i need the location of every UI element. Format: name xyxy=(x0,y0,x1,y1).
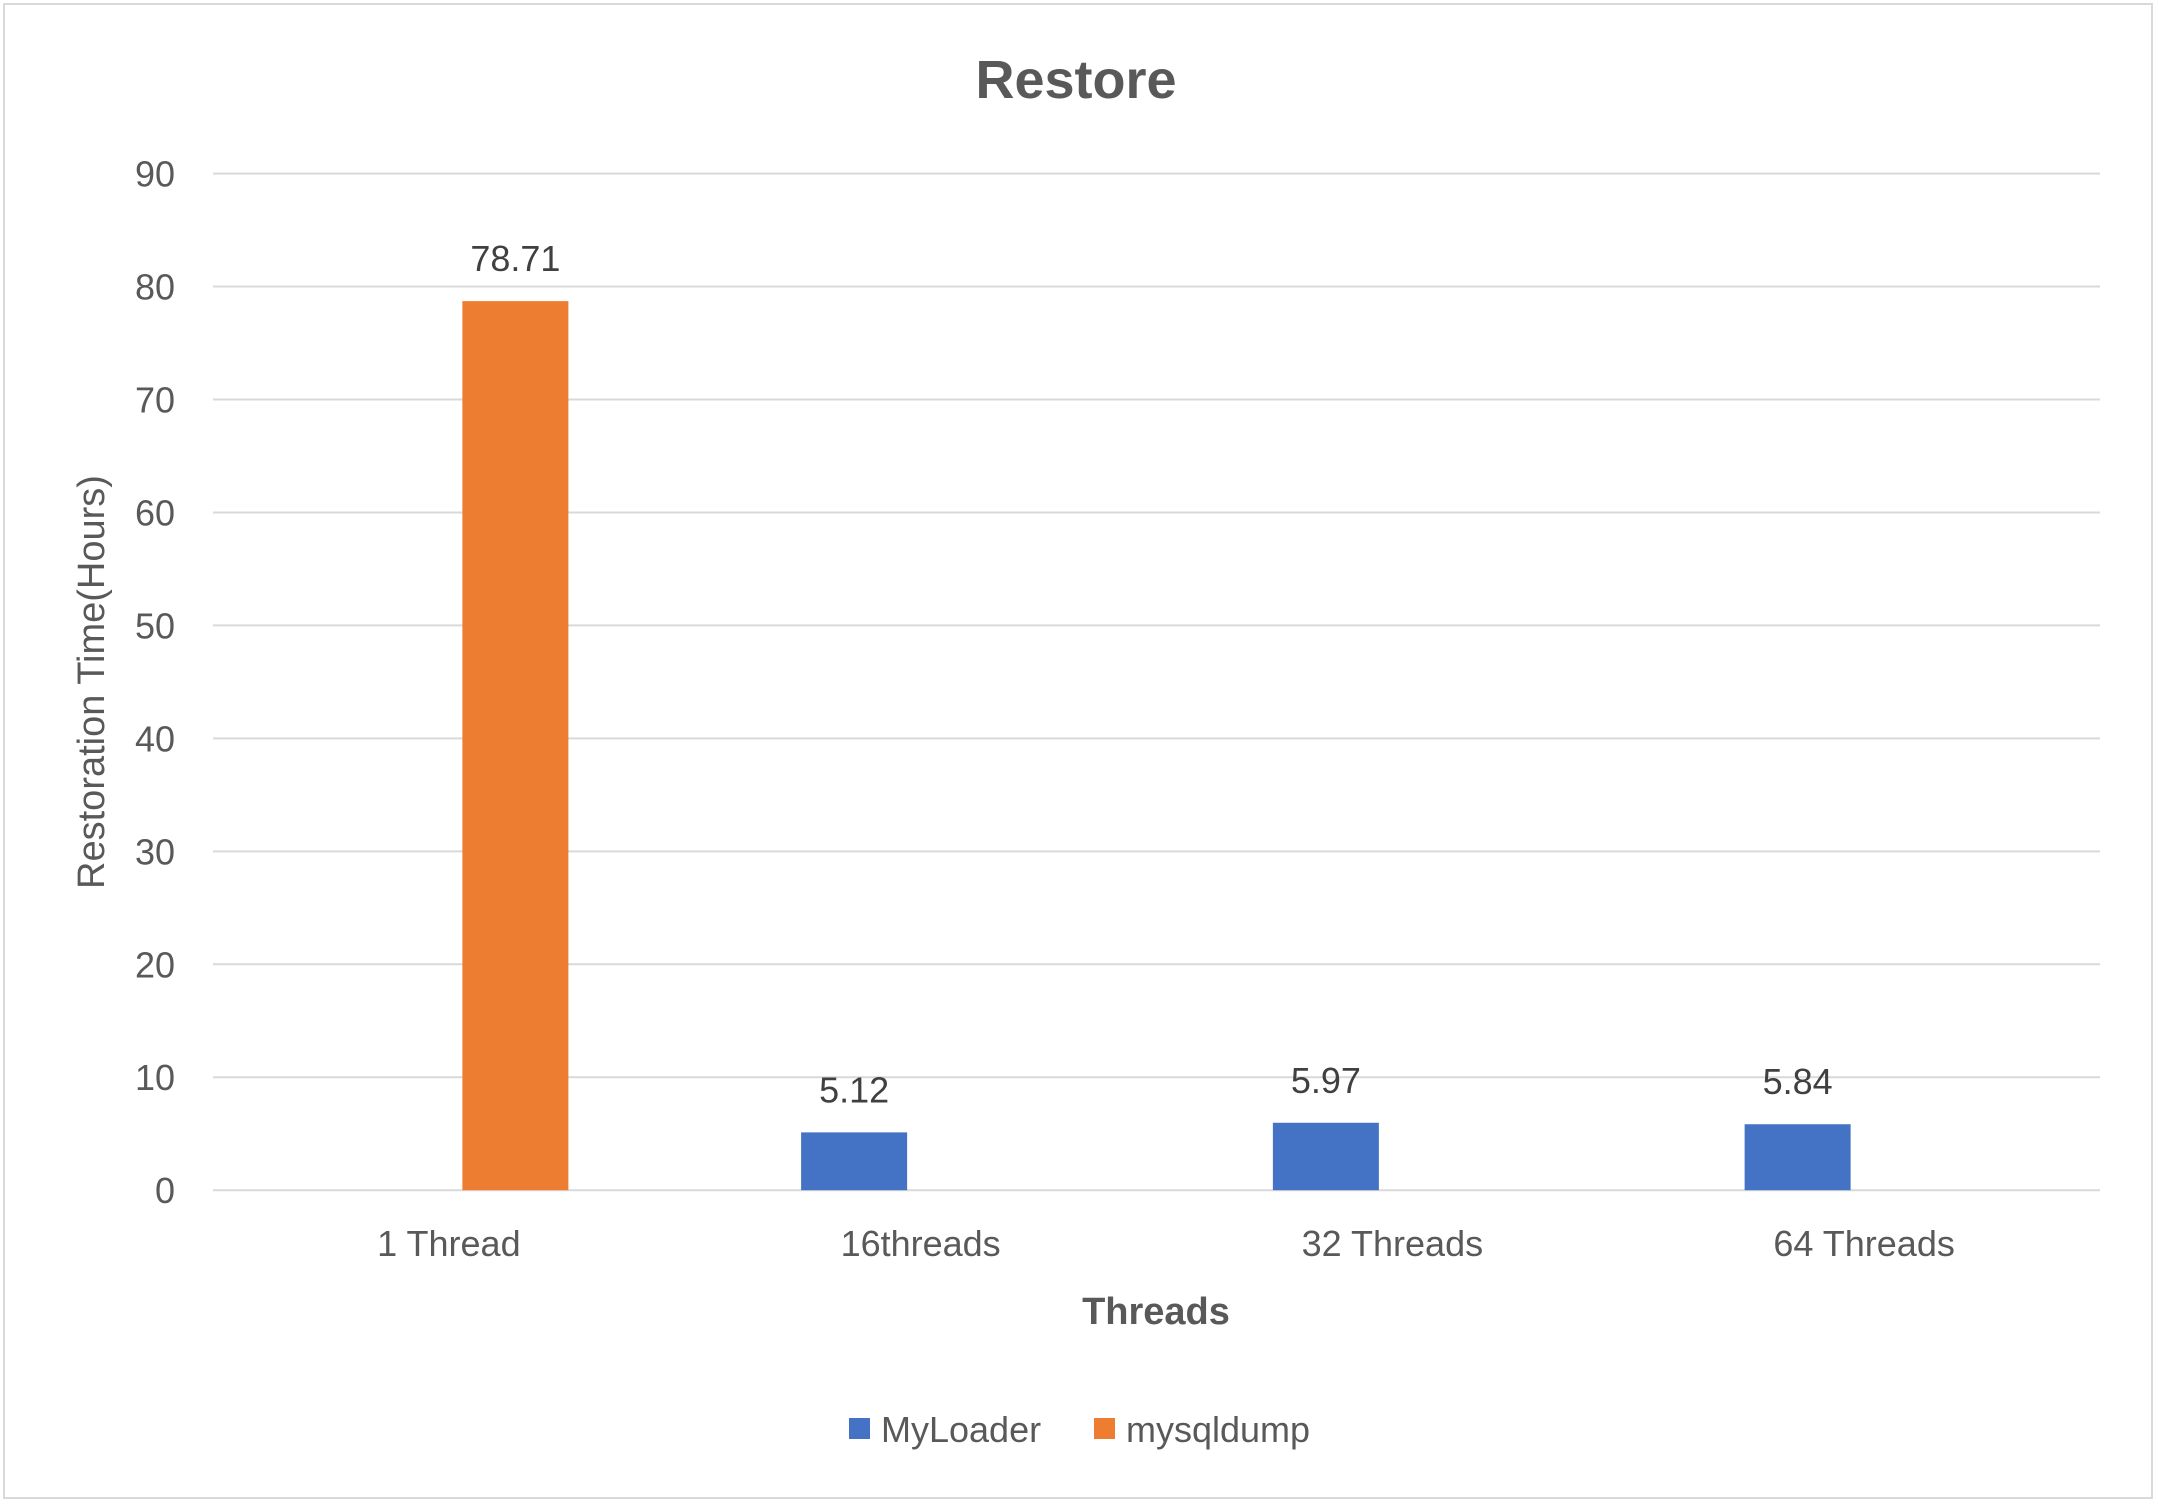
bar-myloader-3 xyxy=(1744,1124,1851,1191)
y-tick-label: 50 xyxy=(135,605,175,646)
x-category-label: 64 Threads xyxy=(1773,1223,1954,1264)
y-axis-ticks: 0 10 20 30 40 50 60 70 80 90 xyxy=(135,154,175,1212)
y-tick-label: 70 xyxy=(135,380,175,421)
y-tick-label: 30 xyxy=(135,831,175,872)
legend-label-mysqldump: mysqldump xyxy=(1126,1409,1310,1450)
y-tick-label: 60 xyxy=(135,492,175,533)
chart-border xyxy=(3,3,2153,1499)
legend-item-myloader: MyLoader xyxy=(849,1409,1041,1450)
y-tick-label: 90 xyxy=(135,154,175,195)
bar-myloader-2 xyxy=(1272,1122,1379,1191)
y-tick-label: 0 xyxy=(155,1170,175,1211)
legend-swatch-mysqldump xyxy=(1094,1418,1115,1439)
legend-item-mysqldump: mysqldump xyxy=(1094,1409,1310,1450)
chart-title: Restore xyxy=(975,50,1176,110)
x-axis-title: Threads xyxy=(1082,1291,1230,1333)
data-label: 5.97 xyxy=(1291,1060,1361,1101)
legend-swatch-myloader xyxy=(849,1418,870,1439)
bar-mysqldump-0 xyxy=(462,301,569,1191)
y-tick-label: 10 xyxy=(135,1057,175,1098)
y-tick-label: 20 xyxy=(135,944,175,985)
x-category-label: 16threads xyxy=(841,1223,1001,1264)
x-axis-categories: 1 Thread 16threads 32 Threads 64 Threads xyxy=(377,1223,1955,1264)
legend: MyLoader mysqldump xyxy=(849,1409,1310,1450)
data-labels: 5.12 5.97 5.84 78.71 xyxy=(470,238,1832,1110)
x-category-label: 1 Thread xyxy=(377,1223,520,1264)
bar-myloader-1 xyxy=(801,1132,908,1191)
data-label: 5.84 xyxy=(1763,1061,1833,1102)
data-label: 78.71 xyxy=(470,238,560,279)
y-tick-label: 40 xyxy=(135,718,175,759)
x-category-label: 32 Threads xyxy=(1302,1223,1483,1264)
y-tick-label: 80 xyxy=(135,267,175,308)
bars xyxy=(462,301,1851,1191)
y-axis-title: Restoration Time(Hours) xyxy=(71,475,113,889)
legend-label-myloader: MyLoader xyxy=(881,1409,1041,1450)
data-label: 5.12 xyxy=(819,1069,889,1110)
